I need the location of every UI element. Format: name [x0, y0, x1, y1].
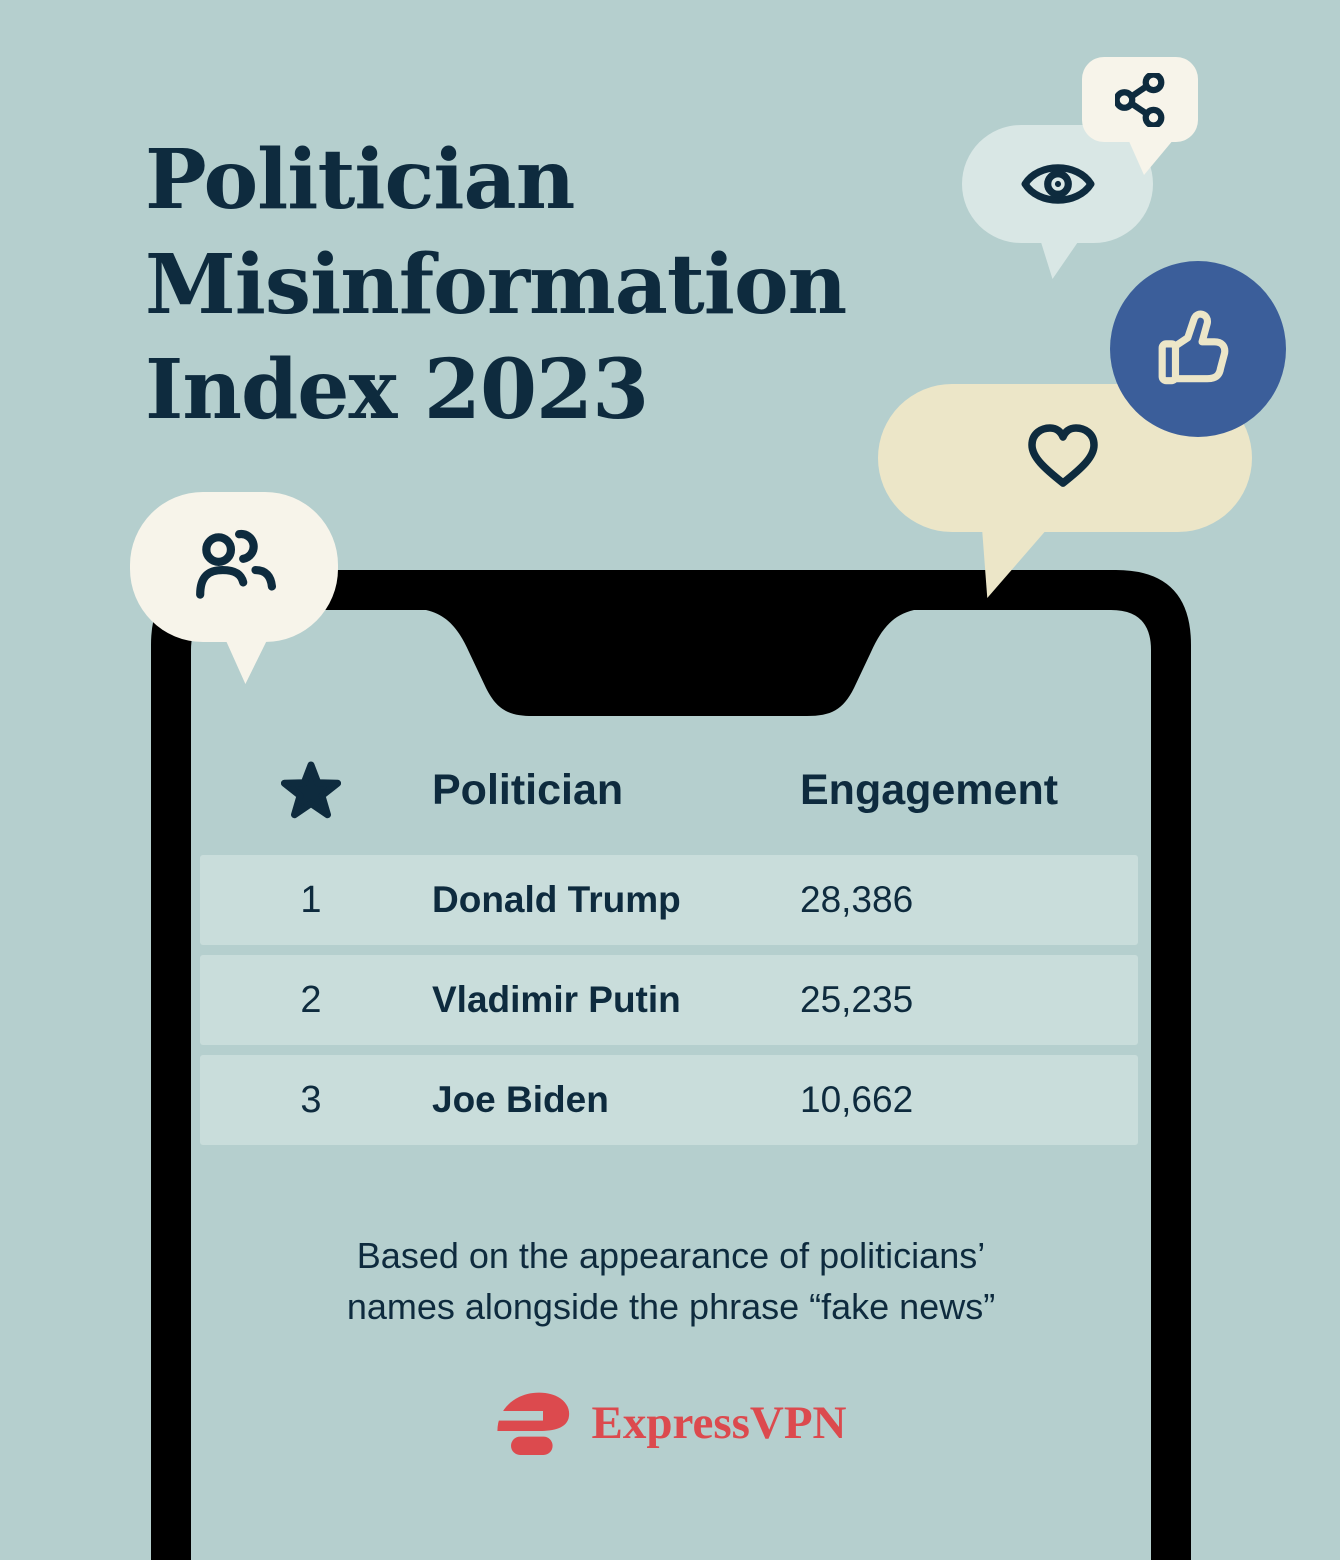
- brand-name: ExpressVPN: [591, 1397, 847, 1449]
- table-row: 1 Donald Trump 28,386: [200, 855, 1138, 945]
- engagement-value: 10,662: [800, 1079, 914, 1120]
- heart-bubble-tail: [982, 528, 1048, 598]
- eye-bubble-tail: [1040, 239, 1080, 279]
- like-circle: [1110, 261, 1286, 437]
- table-row: 3 Joe Biden 10,662: [200, 1055, 1138, 1145]
- rank-value: 1: [300, 878, 322, 921]
- politician-name: Vladimir Putin: [432, 979, 681, 1020]
- table-header-row: Politician Engagement: [200, 748, 1138, 832]
- brand-logo: ExpressVPN: [191, 1386, 1151, 1460]
- eye-speech-bubble: [962, 125, 1153, 243]
- eye-icon: [1021, 164, 1094, 204]
- rank-value: 3: [300, 1078, 322, 1121]
- title-line-2: Misinformation: [145, 237, 847, 333]
- politician-name: Joe Biden: [432, 1079, 609, 1120]
- people-icon: [196, 529, 276, 599]
- politician-column-header: Politician: [432, 765, 624, 814]
- engagement-value: 25,235: [800, 979, 914, 1020]
- table-row: 2 Vladimir Putin 25,235: [200, 955, 1138, 1045]
- share-icon: [1115, 72, 1165, 127]
- people-speech-bubble: [130, 492, 338, 642]
- rank-header-cell: [200, 761, 422, 819]
- title-line-3: Index 2023: [145, 342, 649, 438]
- methodology-note: Based on the appearance of politicians’ …: [191, 1230, 1151, 1332]
- engagement-value: 28,386: [800, 879, 914, 920]
- phone-notch: [418, 610, 914, 716]
- engagement-column-header: Engagement: [800, 765, 1059, 814]
- politician-name: Donald Trump: [432, 879, 681, 920]
- expressvpn-logo-icon: [495, 1392, 570, 1455]
- star-icon: [281, 761, 341, 819]
- table-body: 1 Donald Trump 28,386 2 Vladimir Putin 2…: [200, 855, 1138, 1145]
- title-line-1: Politician: [145, 132, 575, 228]
- people-bubble-tail: [222, 626, 274, 684]
- heart-icon: [1024, 421, 1102, 496]
- methodology-note-line-2: names alongside the phrase “fake news”: [346, 1286, 996, 1327]
- rank-value: 2: [300, 978, 322, 1021]
- methodology-note-line-1: Based on the appearance of politicians’: [356, 1235, 986, 1276]
- thumbs-up-icon: [1158, 310, 1229, 385]
- ranking-table: Politician Engagement 1 Donald Trump 28,…: [200, 748, 1138, 1155]
- share-speech-bubble: [1082, 57, 1198, 142]
- page-title: Politician Misinformation Index 2023: [145, 128, 847, 443]
